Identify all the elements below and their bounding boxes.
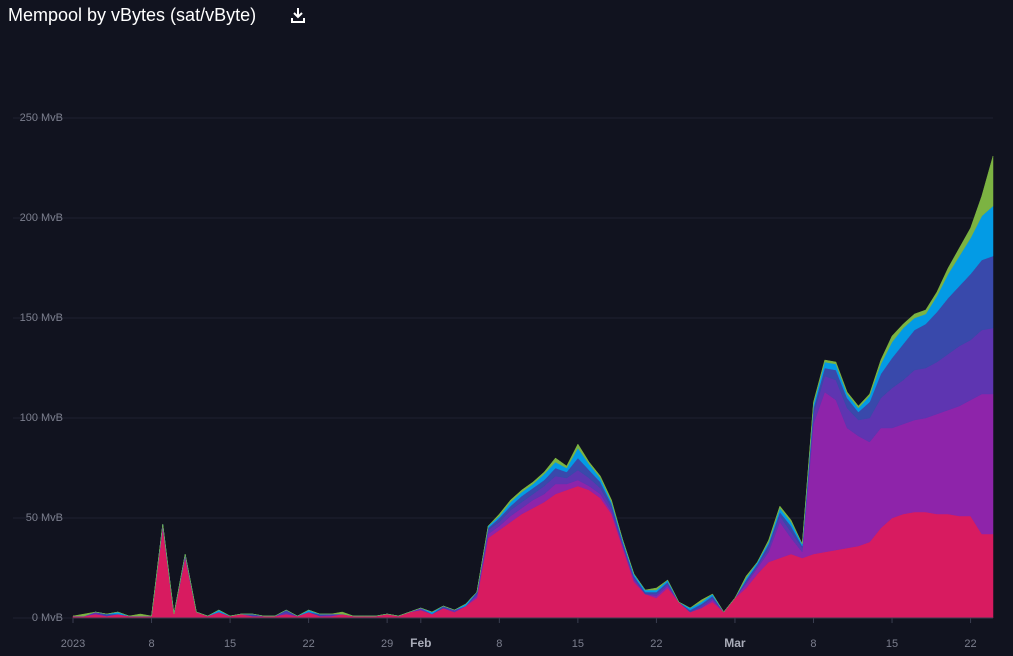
x-tick-label: 8 (810, 638, 816, 650)
area-series (72, 155, 994, 617)
download-tray (291, 18, 305, 23)
download-icon[interactable] (291, 8, 305, 23)
y-tick-label: 50 MvB (26, 512, 63, 524)
x-tick-label: 15 (886, 638, 898, 650)
x-tick-label: 22 (302, 638, 314, 650)
download-arrow (293, 8, 303, 19)
x-tick-label: Mar (724, 636, 746, 650)
y-tick-label: 150 MvB (20, 312, 63, 324)
x-tick-label: 2023 (61, 638, 85, 650)
y-tick-label: 200 MvB (20, 212, 63, 224)
y-tick-label: 100 MvB (20, 412, 63, 424)
x-tick-label: 22 (650, 638, 662, 650)
x-tick-label: 8 (148, 638, 154, 650)
x-tick-label: 29 (381, 638, 393, 650)
y-tick-label: 0 MvB (32, 612, 63, 624)
x-tick-label: 8 (496, 638, 502, 650)
x-tick-label: 22 (964, 638, 976, 650)
chart-title: Mempool by vBytes (sat/vByte) (8, 5, 256, 25)
x-tick-label: Feb (410, 636, 431, 650)
x-tick-label: 15 (572, 638, 584, 650)
x-tick-label: 15 (224, 638, 236, 650)
y-tick-label: 250 MvB (20, 112, 63, 124)
